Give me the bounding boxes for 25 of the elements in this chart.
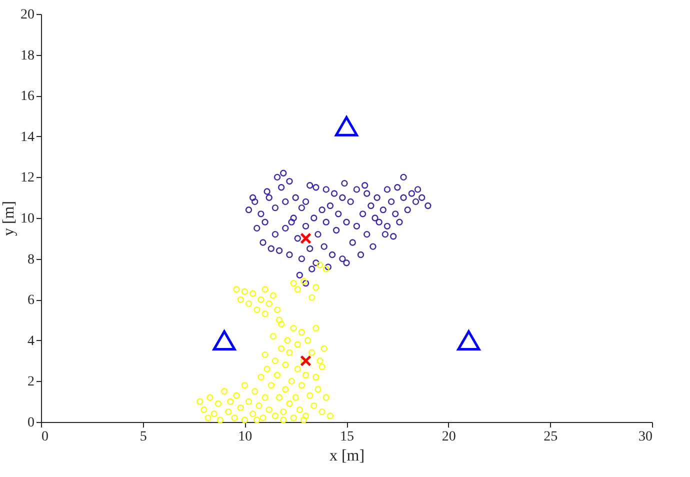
x-axis-title: x [m] <box>329 448 365 464</box>
point <box>300 355 312 367</box>
point <box>300 232 312 244</box>
x-tick-label: 5 <box>140 430 147 444</box>
y-tick-label: 20 <box>20 8 34 22</box>
point <box>212 330 236 351</box>
y-tick-label: 6 <box>28 293 34 308</box>
x-tick-label: 10 <box>238 430 252 444</box>
x-tick-label: 0 <box>42 430 48 444</box>
point <box>335 116 358 136</box>
y-tick-label: 18 <box>20 48 34 64</box>
y-tick-label: 10 <box>20 212 34 226</box>
x-tick-label: 15 <box>340 430 354 444</box>
y-tick-label: 0 <box>28 416 34 430</box>
y-tick-label: 2 <box>28 374 34 390</box>
x-tick-label: 30 <box>638 430 652 444</box>
y-tick-label: 12 <box>20 170 34 186</box>
y-axis-title: y [m] <box>0 200 18 236</box>
x-tick-label: 25 <box>544 430 558 444</box>
y-tick-label: 8 <box>28 252 34 268</box>
point <box>457 330 480 351</box>
x-tick-label: 20 <box>442 430 456 444</box>
y-tick-label: 14 <box>20 130 34 145</box>
y-tick-label: 16 <box>20 89 34 104</box>
y-tick-label: 4 <box>28 334 34 349</box>
